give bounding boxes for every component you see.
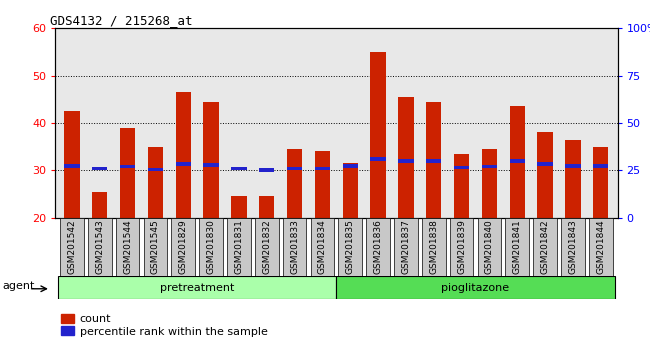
Bar	[116, 218, 140, 276]
Legend: count, percentile rank within the sample: count, percentile rank within the sample	[61, 314, 268, 337]
Text: GSM201841: GSM201841	[513, 219, 522, 274]
Bar	[259, 196, 274, 218]
Bar	[506, 218, 529, 276]
Bar	[533, 218, 557, 276]
Text: GSM201543: GSM201543	[96, 219, 104, 274]
Bar	[343, 164, 358, 167]
Bar	[426, 102, 441, 218]
Bar	[593, 147, 608, 218]
Bar	[200, 218, 223, 276]
Bar	[315, 167, 330, 170]
Bar	[172, 218, 195, 276]
Bar	[231, 196, 246, 218]
Text: GSM201844: GSM201844	[596, 219, 605, 274]
Bar	[203, 102, 219, 218]
Bar	[482, 165, 497, 169]
Bar	[64, 164, 79, 167]
Bar	[203, 163, 219, 167]
Bar	[538, 132, 552, 218]
Text: GSM201834: GSM201834	[318, 219, 327, 274]
Text: GSM201829: GSM201829	[179, 219, 188, 274]
Bar	[227, 218, 251, 276]
Bar	[589, 218, 613, 276]
Bar	[120, 165, 135, 169]
Bar	[120, 128, 135, 218]
Bar	[370, 52, 386, 218]
Text: GSM201831: GSM201831	[235, 219, 244, 274]
Bar	[287, 167, 302, 170]
Bar	[58, 276, 337, 299]
Bar	[339, 218, 362, 276]
Bar	[450, 218, 473, 276]
Text: GSM201840: GSM201840	[485, 219, 494, 274]
Bar	[64, 111, 79, 218]
Bar	[510, 107, 525, 218]
Bar	[337, 276, 615, 299]
Bar	[343, 163, 358, 218]
Bar	[482, 149, 497, 218]
Text: GSM201843: GSM201843	[569, 219, 577, 274]
Text: GSM201836: GSM201836	[374, 219, 383, 274]
Bar	[283, 218, 306, 276]
Bar	[259, 169, 274, 172]
Text: GSM201830: GSM201830	[207, 219, 216, 274]
Bar	[92, 167, 107, 170]
Bar	[394, 218, 418, 276]
Text: agent: agent	[3, 281, 35, 291]
Bar	[176, 162, 191, 166]
Bar	[144, 218, 167, 276]
Bar	[311, 218, 334, 276]
Bar	[561, 218, 585, 276]
Bar	[538, 162, 552, 166]
Bar	[287, 149, 302, 218]
Text: GSM201839: GSM201839	[457, 219, 466, 274]
Text: GSM201542: GSM201542	[68, 219, 77, 274]
Bar	[148, 147, 163, 218]
Bar	[566, 164, 580, 167]
Bar	[426, 159, 441, 163]
Text: GSM201832: GSM201832	[263, 219, 271, 274]
Bar	[255, 218, 279, 276]
Bar	[370, 157, 386, 161]
Bar	[60, 218, 84, 276]
Text: GSM201544: GSM201544	[123, 219, 132, 274]
Bar	[92, 192, 107, 218]
Bar	[454, 154, 469, 218]
Text: pretreatment: pretreatment	[160, 282, 235, 293]
Bar	[367, 218, 390, 276]
Bar	[398, 159, 413, 163]
Bar	[593, 164, 608, 167]
Bar	[422, 218, 446, 276]
Text: GDS4132 / 215268_at: GDS4132 / 215268_at	[49, 14, 192, 27]
Bar	[148, 167, 163, 171]
Bar	[510, 159, 525, 163]
Bar	[566, 139, 580, 218]
Text: GSM201835: GSM201835	[346, 219, 355, 274]
Text: GSM201838: GSM201838	[429, 219, 438, 274]
Text: pioglitazone: pioglitazone	[441, 282, 510, 293]
Bar	[176, 92, 191, 218]
Bar	[88, 218, 112, 276]
Bar	[231, 167, 246, 170]
Bar	[478, 218, 501, 276]
Bar	[315, 152, 330, 218]
Text: GSM201837: GSM201837	[402, 219, 410, 274]
Text: GSM201833: GSM201833	[290, 219, 299, 274]
Text: GSM201842: GSM201842	[541, 219, 550, 274]
Bar	[398, 97, 413, 218]
Bar	[454, 166, 469, 170]
Text: GSM201545: GSM201545	[151, 219, 160, 274]
